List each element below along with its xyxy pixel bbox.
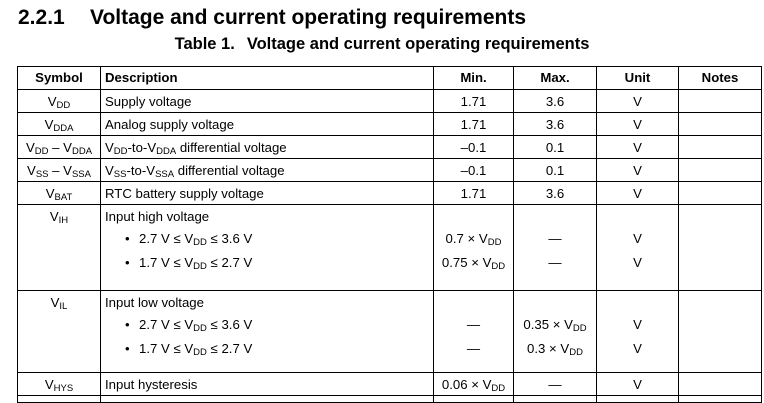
symbol-cell: VDD – VDDA xyxy=(17,135,101,159)
symbol-cell: VIL xyxy=(17,290,101,373)
table-caption-label: Table 1. xyxy=(174,35,235,53)
max-cell: 0.35 × VDD 0.3 × VDD xyxy=(513,290,597,373)
table-row: VDD Supply voltage 1.71 3.6 V xyxy=(17,89,762,113)
table-row: VSS – VSSA VSS-to-VSSA differential volt… xyxy=(17,158,762,182)
max-cell: 3.6 xyxy=(513,112,597,136)
unit-cell: V xyxy=(596,89,679,113)
symbol-cell: VDDA xyxy=(17,112,101,136)
min-cell: 1.71 xyxy=(433,181,514,205)
table-caption: Table 1. Voltage and current operating re… xyxy=(0,35,764,54)
header-min: Min. xyxy=(433,66,514,90)
notes-cell xyxy=(678,204,762,291)
unit-cell: V V xyxy=(596,290,679,373)
table-row-vih: VIH Input high voltage • 2.7 V ≤ VDD ≤ 3.… xyxy=(17,204,762,291)
min-cell: 0.06 × VDD xyxy=(433,372,514,396)
unit-cell: V V xyxy=(596,204,679,291)
condition-item: • 2.7 V ≤ VDD ≤ 3.6 V xyxy=(125,231,253,248)
symbol-cell: VDD xyxy=(17,89,101,113)
description-cell: Supply voltage xyxy=(100,89,434,113)
unit-cell: V xyxy=(596,372,679,396)
description-cell: Input low voltage • 2.7 V ≤ VDD ≤ 3.6 V •… xyxy=(100,290,434,373)
min-cell: — — xyxy=(433,290,514,373)
condition-item: • 1.7 V ≤ VDD ≤ 2.7 V xyxy=(125,341,253,358)
symbol-cell: VSS – VSSA xyxy=(17,158,101,182)
description-cell: RTC battery supply voltage xyxy=(100,181,434,205)
table-row-cut xyxy=(17,395,762,403)
description-text: Input high voltage xyxy=(105,209,210,224)
table-row: VDD – VDDA VDD-to-VDDA differential volt… xyxy=(17,135,762,159)
table-row: VDDA Analog supply voltage 1.71 3.6 V xyxy=(17,112,762,136)
max-cell: 3.6 xyxy=(513,89,597,113)
notes-cell xyxy=(678,89,762,113)
unit-cell: V xyxy=(596,158,679,182)
notes-cell xyxy=(678,112,762,136)
header-notes: Notes xyxy=(678,66,762,90)
description-cell: Analog supply voltage xyxy=(100,112,434,136)
description-cell: Input high voltage • 2.7 V ≤ VDD ≤ 3.6 V … xyxy=(100,204,434,291)
table-row-vhys: VHYS Input hysteresis 0.06 × VDD — V xyxy=(17,372,762,396)
description-cell: Input hysteresis xyxy=(100,372,434,396)
unit-cell: V xyxy=(596,135,679,159)
notes-cell xyxy=(678,158,762,182)
min-cell: 1.71 xyxy=(433,89,514,113)
unit-cell: V xyxy=(596,181,679,205)
header-symbol: Symbol xyxy=(17,66,101,90)
description-cell: VDD-to-VDDA differential voltage xyxy=(100,135,434,159)
unit-cell: V xyxy=(596,112,679,136)
symbol-cell: VIH xyxy=(17,204,101,291)
notes-cell xyxy=(678,181,762,205)
max-cell: — — xyxy=(513,204,597,291)
max-cell: 0.1 xyxy=(513,158,597,182)
description-cell: VSS-to-VSSA differential voltage xyxy=(100,158,434,182)
notes-cell xyxy=(678,372,762,396)
min-cell: –0.1 xyxy=(433,135,514,159)
symbol-cell: VBAT xyxy=(17,181,101,205)
header-description: Description xyxy=(100,66,434,90)
description-text: Input low voltage xyxy=(105,295,204,310)
min-cell: 1.71 xyxy=(433,112,514,136)
symbol-cell: VHYS xyxy=(17,372,101,396)
condition-item: • 2.7 V ≤ VDD ≤ 3.6 V xyxy=(125,317,253,334)
max-cell: 3.6 xyxy=(513,181,597,205)
section-heading: 2.2.1 Voltage and current operating requi… xyxy=(18,6,526,30)
notes-cell xyxy=(678,290,762,373)
max-cell: 0.1 xyxy=(513,135,597,159)
table-row-vil: VIL Input low voltage • 2.7 V ≤ VDD ≤ 3.6… xyxy=(17,290,762,373)
notes-cell xyxy=(678,135,762,159)
header-unit: Unit xyxy=(596,66,679,90)
condition-item: • 1.7 V ≤ VDD ≤ 2.7 V xyxy=(125,255,253,272)
requirements-table: Symbol Description Min. Max. Unit Notes … xyxy=(17,66,762,403)
section-title: Voltage and current operating requiremen… xyxy=(90,6,527,29)
table-row: VBAT RTC battery supply voltage 1.71 3.6… xyxy=(17,181,762,205)
section-number: 2.2.1 xyxy=(18,6,65,29)
min-cell: –0.1 xyxy=(433,158,514,182)
min-cell: 0.7 × VDD 0.75 × VDD xyxy=(433,204,514,291)
table-header-row: Symbol Description Min. Max. Unit Notes xyxy=(17,66,762,90)
table-caption-title: Voltage and current operating requiremen… xyxy=(246,35,590,53)
header-max: Max. xyxy=(513,66,597,90)
max-cell: — xyxy=(513,372,597,396)
